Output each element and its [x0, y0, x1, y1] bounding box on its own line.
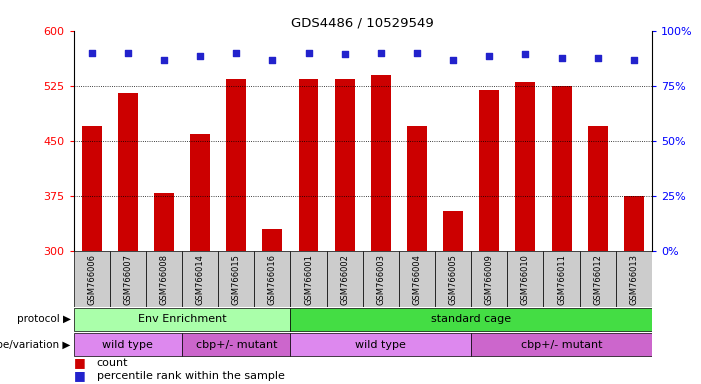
Point — [158, 57, 170, 63]
Text: GSM766008: GSM766008 — [159, 254, 168, 305]
Bar — [218, 252, 254, 306]
Point — [520, 51, 531, 57]
Bar — [543, 252, 580, 306]
Text: percentile rank within the sample: percentile rank within the sample — [97, 371, 285, 381]
Point — [592, 55, 604, 61]
Text: GSM766005: GSM766005 — [449, 254, 458, 305]
Text: cbp+/- mutant: cbp+/- mutant — [196, 339, 277, 349]
Point — [339, 51, 350, 57]
Bar — [471, 333, 652, 356]
Text: ■: ■ — [74, 356, 86, 369]
Point — [86, 50, 97, 56]
Text: GSM766003: GSM766003 — [376, 254, 386, 305]
Bar — [471, 252, 508, 306]
Point — [628, 57, 639, 63]
Point — [447, 57, 458, 63]
Bar — [182, 333, 290, 356]
Bar — [435, 252, 471, 306]
Text: GSM766007: GSM766007 — [123, 254, 132, 305]
Point — [556, 55, 567, 61]
Text: GSM766014: GSM766014 — [196, 254, 205, 305]
Bar — [624, 196, 644, 252]
Text: GSM766012: GSM766012 — [593, 254, 602, 305]
Text: wild type: wild type — [355, 339, 407, 349]
Bar — [290, 308, 652, 331]
Title: GDS4486 / 10529549: GDS4486 / 10529549 — [292, 17, 434, 30]
Bar — [262, 229, 283, 252]
Text: GSM766011: GSM766011 — [557, 254, 566, 305]
Bar — [587, 126, 608, 252]
Text: Env Enrichment: Env Enrichment — [137, 314, 226, 324]
Bar — [580, 252, 615, 306]
Text: GSM766001: GSM766001 — [304, 254, 313, 305]
Bar — [443, 211, 463, 252]
Point — [231, 50, 242, 56]
Point — [411, 50, 423, 56]
Bar — [82, 126, 102, 252]
Point — [194, 53, 205, 60]
Bar — [399, 252, 435, 306]
Text: GSM766016: GSM766016 — [268, 254, 277, 305]
Bar — [615, 252, 652, 306]
Bar — [154, 192, 174, 252]
Bar — [254, 252, 290, 306]
Text: ■: ■ — [74, 369, 86, 382]
Point — [267, 57, 278, 63]
Text: GSM766015: GSM766015 — [232, 254, 240, 305]
Bar — [226, 79, 246, 252]
Text: cbp+/- mutant: cbp+/- mutant — [521, 339, 602, 349]
Point — [484, 53, 495, 60]
Bar — [290, 333, 471, 356]
Text: protocol ▶: protocol ▶ — [17, 314, 71, 324]
Text: standard cage: standard cage — [431, 314, 511, 324]
Text: GSM766002: GSM766002 — [340, 254, 349, 305]
Text: genotype/variation ▶: genotype/variation ▶ — [0, 339, 71, 349]
Bar — [74, 333, 182, 356]
Bar — [407, 126, 427, 252]
Point — [122, 50, 133, 56]
Bar — [508, 252, 543, 306]
Point — [375, 50, 386, 56]
Bar — [74, 308, 290, 331]
Bar — [299, 79, 318, 252]
Text: GSM766010: GSM766010 — [521, 254, 530, 305]
Bar — [479, 89, 499, 252]
Bar — [363, 252, 399, 306]
Bar — [190, 134, 210, 252]
Bar — [182, 252, 218, 306]
Text: GSM766009: GSM766009 — [485, 254, 494, 305]
Bar — [515, 82, 536, 252]
Text: GSM766013: GSM766013 — [629, 254, 639, 305]
Bar — [146, 252, 182, 306]
Bar — [552, 86, 571, 252]
Bar — [118, 93, 138, 252]
Point — [303, 50, 314, 56]
Bar — [74, 252, 110, 306]
Bar — [371, 75, 390, 252]
Text: count: count — [97, 358, 128, 368]
Text: GSM766004: GSM766004 — [412, 254, 421, 305]
Bar — [335, 79, 355, 252]
Bar — [290, 252, 327, 306]
Bar — [327, 252, 363, 306]
Text: GSM766006: GSM766006 — [87, 254, 96, 305]
Text: wild type: wild type — [102, 339, 154, 349]
Bar — [110, 252, 146, 306]
